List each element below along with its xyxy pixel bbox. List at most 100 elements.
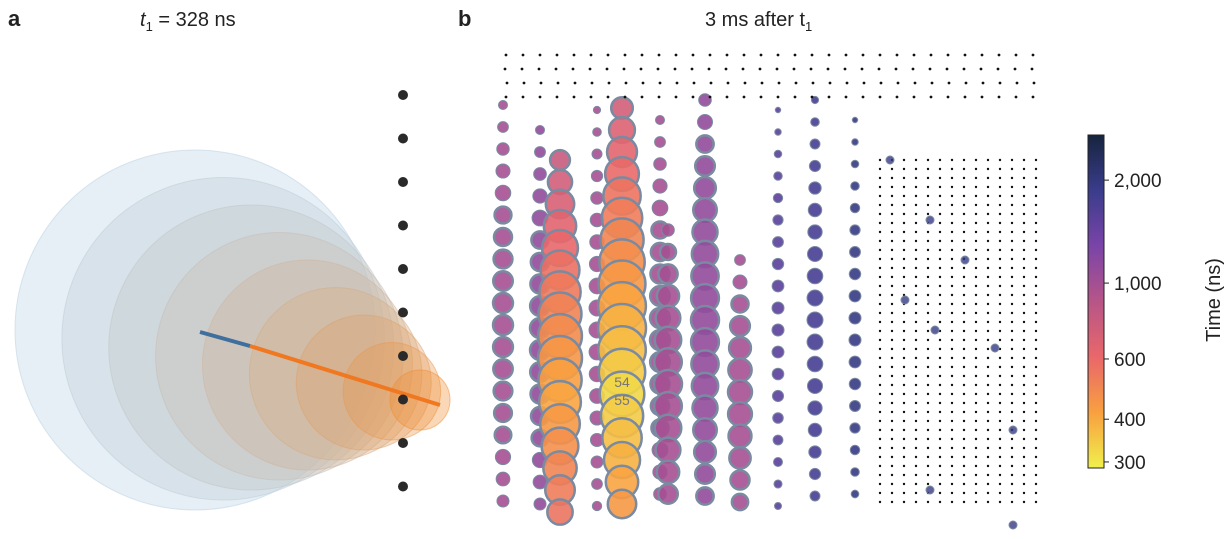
dot: [1023, 393, 1025, 395]
dot: [539, 54, 542, 57]
dot: [891, 222, 893, 224]
bubble: [961, 256, 969, 264]
dot: [975, 339, 977, 341]
dot: [891, 384, 893, 386]
dot: [1023, 357, 1025, 359]
dot: [1035, 177, 1037, 179]
bubble: [694, 441, 716, 463]
dot: [999, 240, 1001, 242]
dot: [1023, 492, 1025, 494]
dot: [927, 312, 929, 314]
bubble: [807, 290, 823, 306]
dot: [963, 456, 965, 458]
bubble: [850, 445, 860, 455]
dot: [538, 68, 541, 71]
dot: [963, 168, 965, 170]
dot: [987, 240, 989, 242]
dot: [828, 54, 831, 57]
dot: [999, 285, 1001, 287]
bubble: [735, 255, 746, 266]
dot: [891, 483, 893, 485]
bubble: [729, 337, 751, 359]
bubble: [654, 158, 667, 171]
bubble: [728, 380, 752, 404]
dot: [951, 231, 953, 233]
dot: [1035, 384, 1037, 386]
dot: [1011, 177, 1013, 179]
dot: [1011, 222, 1013, 224]
dot: [939, 285, 941, 287]
bubble: [931, 326, 939, 334]
bubble: [593, 106, 600, 113]
bubble: [658, 484, 678, 504]
dot: [903, 447, 905, 449]
dot: [963, 285, 965, 287]
dot: [931, 82, 934, 85]
dot: [726, 54, 729, 57]
dot: [927, 186, 929, 188]
dot: [891, 348, 893, 350]
bubble: [658, 264, 677, 283]
dot: [999, 249, 1001, 251]
dot: [987, 447, 989, 449]
dot: [951, 393, 953, 395]
dot: [999, 492, 1001, 494]
dot: [1023, 294, 1025, 296]
dot: [1011, 402, 1013, 404]
dot: [879, 483, 881, 485]
dot: [879, 294, 881, 296]
dot: [1011, 456, 1013, 458]
dot: [1023, 411, 1025, 413]
dot: [539, 96, 542, 99]
bubble: [547, 499, 572, 524]
bubble: [807, 268, 823, 284]
dot: [879, 54, 882, 57]
dot: [1035, 339, 1037, 341]
dot: [879, 222, 881, 224]
bubble: [534, 168, 547, 181]
dot: [903, 330, 905, 332]
dot: [951, 159, 953, 161]
dot: [963, 357, 965, 359]
bubble: [495, 427, 512, 444]
dot: [891, 474, 893, 476]
dot: [1035, 501, 1037, 503]
dot: [903, 366, 905, 368]
dot: [708, 68, 711, 71]
dot: [1035, 285, 1037, 287]
dot: [1035, 231, 1037, 233]
dot: [999, 267, 1001, 269]
dot: [891, 339, 893, 341]
dot: [975, 384, 977, 386]
bubble: [692, 395, 717, 420]
atom: [398, 395, 408, 405]
dot: [963, 474, 965, 476]
dot: [999, 258, 1001, 260]
dot: [999, 159, 1001, 161]
dot: [878, 68, 881, 71]
dot: [1011, 186, 1013, 188]
dot: [1023, 429, 1025, 431]
dot: [891, 294, 893, 296]
dot: [999, 213, 1001, 215]
dot: [903, 204, 905, 206]
dot: [742, 68, 745, 71]
dot: [915, 168, 917, 170]
dot: [951, 465, 953, 467]
bubble: [729, 447, 750, 468]
dot: [879, 348, 881, 350]
dot: [1011, 474, 1013, 476]
bubble: [497, 143, 509, 155]
dot: [987, 402, 989, 404]
dot: [1035, 483, 1037, 485]
dot: [927, 267, 929, 269]
dot: [903, 411, 905, 413]
dot: [975, 258, 977, 260]
dot: [1023, 213, 1025, 215]
dot: [939, 303, 941, 305]
dot: [555, 68, 558, 71]
dot: [903, 348, 905, 350]
dot: [794, 54, 797, 57]
dot: [1023, 195, 1025, 197]
dot: [624, 54, 627, 57]
